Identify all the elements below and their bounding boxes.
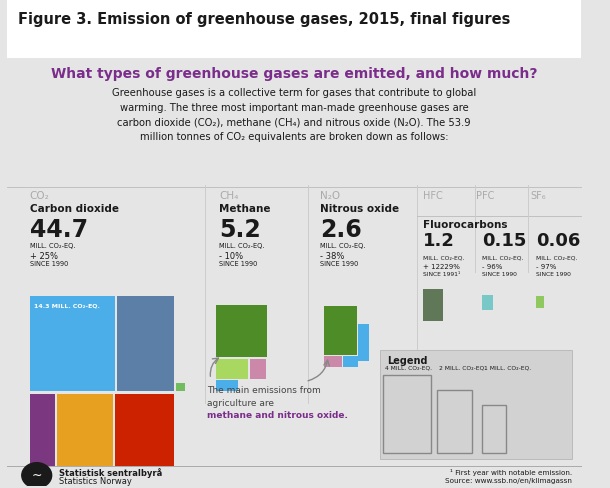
Text: Figure 3. Emission of greenhouse gases, 2015, final figures: Figure 3. Emission of greenhouse gases, … bbox=[18, 12, 511, 27]
FancyBboxPatch shape bbox=[536, 296, 544, 308]
Text: Carbon dioxide: Carbon dioxide bbox=[30, 203, 119, 214]
Text: PFC: PFC bbox=[476, 190, 495, 201]
Text: ¹ First year with notable emission.
Source: www.ssb.no/en/klimagassn: ¹ First year with notable emission. Sour… bbox=[445, 468, 572, 484]
Text: N₂O: N₂O bbox=[320, 190, 340, 201]
Text: Legend: Legend bbox=[387, 356, 428, 366]
FancyBboxPatch shape bbox=[7, 0, 581, 59]
Text: MILL. CO₂-EQ.: MILL. CO₂-EQ. bbox=[219, 243, 265, 249]
Text: MILL. CO₂-EQ.: MILL. CO₂-EQ. bbox=[320, 243, 365, 249]
Text: 2.6: 2.6 bbox=[320, 218, 362, 242]
FancyBboxPatch shape bbox=[115, 394, 174, 466]
Text: methane and nitrous oxide.: methane and nitrous oxide. bbox=[207, 411, 348, 420]
Text: MILL. CO₂-EQ.: MILL. CO₂-EQ. bbox=[423, 256, 464, 261]
FancyBboxPatch shape bbox=[30, 297, 115, 391]
Text: - 10%: - 10% bbox=[219, 252, 243, 261]
Text: 44.7: 44.7 bbox=[30, 218, 88, 242]
Text: Greenhouse gases is a collective term for gases that contribute to global
warmin: Greenhouse gases is a collective term fo… bbox=[112, 88, 476, 142]
FancyBboxPatch shape bbox=[217, 380, 239, 391]
Text: 4 MILL. CO₂-EQ.: 4 MILL. CO₂-EQ. bbox=[384, 366, 432, 370]
Text: Statistics Norway: Statistics Norway bbox=[59, 477, 131, 486]
FancyBboxPatch shape bbox=[482, 295, 492, 310]
Text: MILL. CO₂-EQ.: MILL. CO₂-EQ. bbox=[30, 243, 76, 249]
Text: CH₄: CH₄ bbox=[219, 190, 239, 201]
Text: - 38%: - 38% bbox=[320, 252, 344, 261]
Text: The main emissions from
agriculture are: The main emissions from agriculture are bbox=[207, 386, 320, 421]
Text: What types of greenhouse gases are emitted, and how much?: What types of greenhouse gases are emitt… bbox=[51, 67, 537, 81]
Text: SINCE 1990: SINCE 1990 bbox=[536, 272, 571, 277]
Text: SINCE 1991¹: SINCE 1991¹ bbox=[423, 272, 461, 277]
Text: - 97%: - 97% bbox=[536, 264, 556, 270]
Text: MILL. CO₂-EQ.: MILL. CO₂-EQ. bbox=[482, 256, 523, 261]
FancyBboxPatch shape bbox=[423, 289, 443, 321]
FancyBboxPatch shape bbox=[217, 305, 267, 357]
Text: MILL. CO₂-EQ.: MILL. CO₂-EQ. bbox=[536, 256, 578, 261]
Text: + 12229%: + 12229% bbox=[423, 264, 460, 270]
FancyBboxPatch shape bbox=[343, 356, 357, 367]
Text: SINCE 1990: SINCE 1990 bbox=[320, 261, 358, 267]
FancyBboxPatch shape bbox=[325, 306, 357, 355]
Text: 14.3 MILL. CO₂-EQ.: 14.3 MILL. CO₂-EQ. bbox=[34, 304, 99, 309]
FancyBboxPatch shape bbox=[249, 359, 266, 379]
Text: SINCE 1990: SINCE 1990 bbox=[219, 261, 257, 267]
Text: 0.06: 0.06 bbox=[536, 232, 581, 250]
Text: Statistisk sentralbyrå: Statistisk sentralbyrå bbox=[59, 468, 162, 478]
FancyBboxPatch shape bbox=[30, 394, 55, 466]
Circle shape bbox=[22, 463, 52, 488]
Text: Nitrous oxide: Nitrous oxide bbox=[320, 203, 399, 214]
Text: 1.2: 1.2 bbox=[423, 232, 455, 250]
FancyBboxPatch shape bbox=[380, 350, 572, 459]
Text: 0.15: 0.15 bbox=[482, 232, 526, 250]
Text: 2 MILL. CO₂-EQ.: 2 MILL. CO₂-EQ. bbox=[439, 366, 486, 370]
FancyBboxPatch shape bbox=[117, 297, 174, 391]
Text: SINCE 1990: SINCE 1990 bbox=[30, 261, 68, 267]
Text: CO₂: CO₂ bbox=[30, 190, 49, 201]
FancyBboxPatch shape bbox=[217, 359, 248, 379]
FancyBboxPatch shape bbox=[325, 356, 342, 367]
Text: SINCE 1990: SINCE 1990 bbox=[482, 272, 517, 277]
Text: - 96%: - 96% bbox=[482, 264, 503, 270]
Text: SF₆: SF₆ bbox=[531, 190, 546, 201]
FancyBboxPatch shape bbox=[358, 324, 368, 361]
FancyBboxPatch shape bbox=[176, 383, 185, 391]
FancyBboxPatch shape bbox=[57, 394, 113, 466]
Text: 1 MILL. CO₂-EQ.: 1 MILL. CO₂-EQ. bbox=[484, 366, 531, 370]
Text: + 25%: + 25% bbox=[30, 252, 58, 261]
Text: 5.2: 5.2 bbox=[219, 218, 261, 242]
Text: Methane: Methane bbox=[219, 203, 271, 214]
Text: ∼: ∼ bbox=[32, 469, 42, 482]
Text: Fluorocarbons: Fluorocarbons bbox=[423, 220, 508, 230]
Text: HFC: HFC bbox=[423, 190, 443, 201]
